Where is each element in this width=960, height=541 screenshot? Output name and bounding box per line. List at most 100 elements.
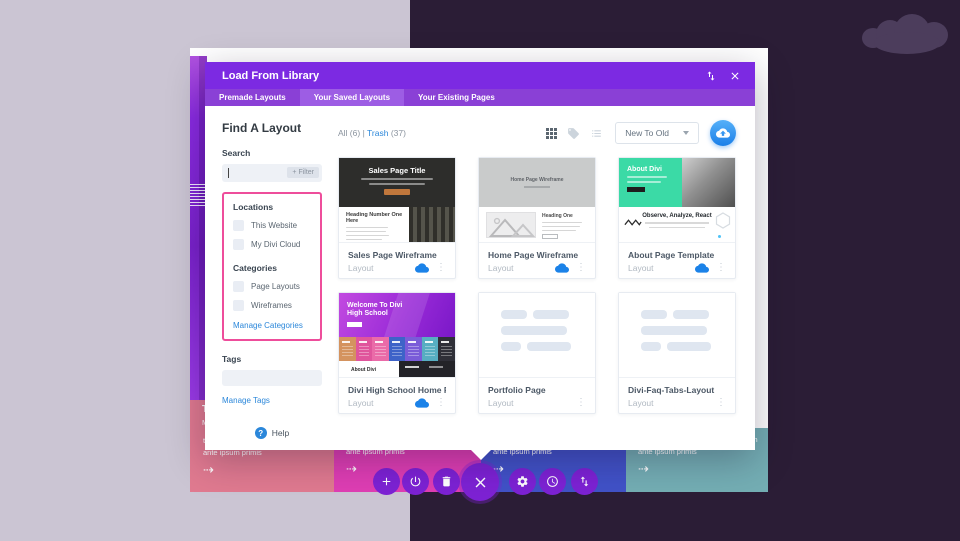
thumb-image xyxy=(399,361,455,377)
checkbox-label: My Divi Cloud xyxy=(251,240,301,249)
card-menu-icon[interactable]: ⋮ xyxy=(716,262,726,273)
layout-card-portfolio-page[interactable]: Portfolio Page Layout ⋮ xyxy=(478,292,596,414)
cloud-icon[interactable] xyxy=(415,398,429,408)
trash-button[interactable] xyxy=(433,468,460,495)
card-menu-icon[interactable]: ⋮ xyxy=(436,397,446,408)
thumb-hero-title: Welcome To Divi High School xyxy=(347,302,403,317)
plus-icon xyxy=(382,477,391,486)
status-filters: All (6) | Trash (37) xyxy=(338,128,406,138)
thumb-button xyxy=(542,234,558,239)
search-label: Search xyxy=(222,148,251,158)
card-title: Divi High School Home Page xyxy=(348,385,446,395)
block-text: ante ipsum primis xyxy=(493,447,552,456)
checkbox-label: Wireframes xyxy=(251,301,292,310)
tab-your-existing-pages[interactable]: Your Existing Pages xyxy=(418,93,495,102)
builder-toolbar xyxy=(373,460,598,504)
manage-tags-link[interactable]: Manage Tags xyxy=(222,396,270,405)
checkbox-page-layouts[interactable]: Page Layouts xyxy=(233,281,311,292)
trash-count: (37) xyxy=(390,128,406,138)
thumb-label: About Divi xyxy=(351,366,376,373)
thumb-button xyxy=(384,189,410,195)
layout-thumbnail: Sales Page Title Heading Number One Here xyxy=(339,158,455,243)
library-content: All (6) | Trash (37) New To Old xyxy=(338,106,755,450)
load-from-library-modal: Load From Library Premade Layouts Your S… xyxy=(205,62,755,460)
checkbox-label: This Website xyxy=(251,221,298,230)
card-menu-icon[interactable]: ⋮ xyxy=(436,262,446,273)
settings-button[interactable] xyxy=(509,468,536,495)
thumb-image xyxy=(409,207,455,242)
card-menu-icon[interactable]: ⋮ xyxy=(576,262,586,273)
card-type: Layout xyxy=(348,398,374,408)
modal-close-button[interactable] xyxy=(729,70,741,82)
cloud-shape xyxy=(862,12,952,58)
block-text: ante ipsum primis xyxy=(203,448,262,457)
layout-thumbnail: Welcome To Divi High School xyxy=(339,293,455,378)
cloud-icon[interactable] xyxy=(415,263,429,273)
card-menu-icon[interactable]: ⋮ xyxy=(716,397,726,408)
layout-card-about-page-template[interactable]: About Divi Observe, Analyze, React xyxy=(618,157,736,279)
clock-icon xyxy=(547,476,558,487)
thumb-image xyxy=(681,158,735,207)
cloud-icon[interactable] xyxy=(555,263,569,273)
layout-card-home-page-wireframe[interactable]: Home Page Wireframe xyxy=(478,157,596,279)
checkbox[interactable] xyxy=(233,239,244,250)
tab-premade-layouts[interactable]: Premade Layouts xyxy=(219,93,286,102)
search-input[interactable]: + Filter xyxy=(222,164,322,182)
manage-categories-link[interactable]: Manage Categories xyxy=(233,321,303,330)
layout-thumbnail-skeleton xyxy=(479,293,595,378)
arrow-icon: ⇢ xyxy=(203,462,214,477)
checkbox[interactable] xyxy=(233,220,244,231)
history-button[interactable] xyxy=(539,468,566,495)
thumb-heading: Heading One xyxy=(542,213,573,219)
categories-label: Categories xyxy=(233,263,277,273)
layout-card-divi-faq-tabs[interactable]: Divi-Faq-Tabs-Layout Layout ⋮ xyxy=(618,292,736,414)
thumb-heading: Heading Number One Here xyxy=(346,212,403,224)
close-builder-button[interactable] xyxy=(461,463,499,501)
card-type: Layout xyxy=(488,398,514,408)
checkbox-my-divi-cloud[interactable]: My Divi Cloud xyxy=(233,239,311,250)
sort-value: New To Old xyxy=(625,128,669,138)
checkbox-this-website[interactable]: This Website xyxy=(233,220,311,231)
content-toolbar: All (6) | Trash (37) New To Old xyxy=(338,120,736,146)
power-button[interactable] xyxy=(402,468,429,495)
layout-card-divi-high-school[interactable]: Welcome To Divi High School xyxy=(338,292,456,414)
filter-all[interactable]: All (6) xyxy=(338,128,361,138)
tags-input[interactable] xyxy=(222,370,322,386)
list-view-icon[interactable] xyxy=(590,127,603,140)
card-type: Layout xyxy=(628,398,654,408)
filter-trash-link[interactable]: Trash xyxy=(367,128,389,138)
filter-button[interactable]: + Filter xyxy=(287,167,319,178)
power-icon xyxy=(410,476,421,487)
sidebar-heading: Find A Layout xyxy=(222,121,302,135)
layout-card-sales-page-wireframe[interactable]: Sales Page Title Heading Number One Here xyxy=(338,157,456,279)
checkbox[interactable] xyxy=(233,281,244,292)
help-button[interactable]: ? Help xyxy=(222,427,322,439)
close-icon xyxy=(731,72,739,79)
tab-your-saved-layouts[interactable]: Your Saved Layouts xyxy=(299,89,405,106)
layout-thumbnail-skeleton xyxy=(619,293,735,378)
modal-pointer-notch xyxy=(471,450,491,460)
cloud-icon[interactable] xyxy=(695,263,709,273)
sort-header-button[interactable] xyxy=(705,70,717,82)
checkbox-wireframes[interactable]: Wireframes xyxy=(233,300,311,311)
gear-icon xyxy=(517,476,528,487)
cloud-upload-button[interactable] xyxy=(710,120,736,146)
thumb-hero-title: Home Page Wireframe xyxy=(510,177,564,184)
swap-button[interactable] xyxy=(571,468,598,495)
card-menu-icon[interactable]: ⋮ xyxy=(576,397,586,408)
card-type: Layout xyxy=(628,263,654,273)
swap-vert-icon xyxy=(707,71,715,80)
thumb-image xyxy=(486,212,536,238)
squiggle-icon xyxy=(624,219,642,226)
thumb-tiles xyxy=(339,337,455,361)
add-button[interactable] xyxy=(373,468,400,495)
hexagon-icon xyxy=(715,212,731,229)
checkbox[interactable] xyxy=(233,300,244,311)
grid-view-icon[interactable] xyxy=(546,127,558,139)
modal-header: Load From Library xyxy=(205,62,755,89)
swap-vert-icon xyxy=(580,476,589,487)
layout-thumbnail: Home Page Wireframe xyxy=(479,158,595,243)
sort-dropdown[interactable]: New To Old xyxy=(615,122,699,144)
tag-view-icon[interactable] xyxy=(567,127,580,140)
